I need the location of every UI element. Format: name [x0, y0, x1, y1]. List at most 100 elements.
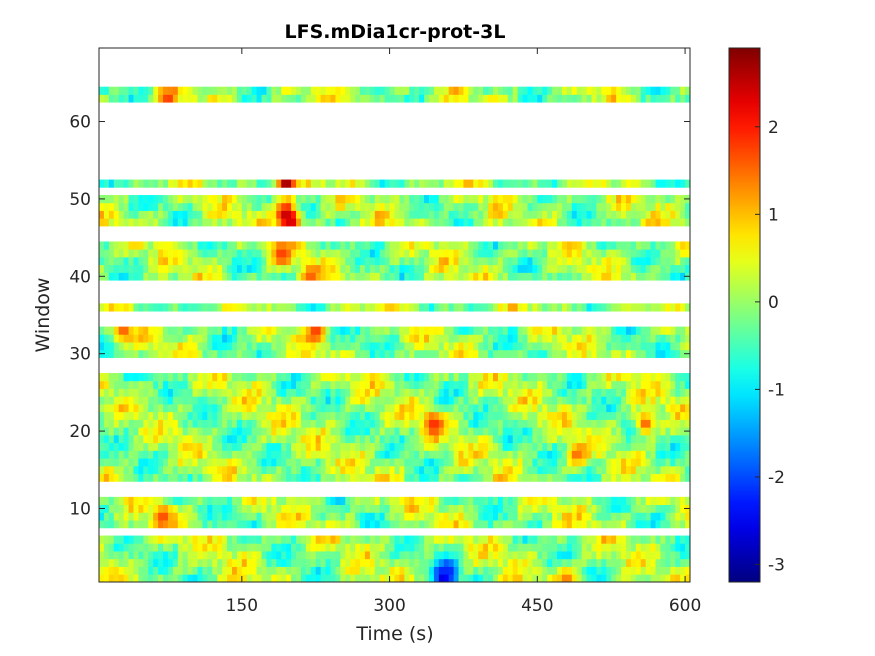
heatmap-cell	[507, 566, 514, 575]
heatmap-cell	[355, 543, 361, 552]
heatmap-cell	[374, 94, 381, 103]
heatmap-cell	[296, 380, 302, 389]
heatmap-cell	[148, 566, 154, 575]
heatmap-cell	[133, 465, 139, 475]
heatmap-cell	[305, 566, 312, 575]
heatmap-cell	[246, 195, 253, 204]
heatmap-cell	[483, 473, 489, 482]
heatmap-cell	[517, 504, 523, 513]
heatmap-cell	[222, 195, 228, 204]
heatmap-cell	[468, 496, 474, 506]
heatmap-cell	[483, 342, 489, 351]
heatmap-cell	[335, 496, 341, 506]
heatmap-cell	[99, 411, 105, 420]
heatmap-cell	[212, 94, 218, 103]
heatmap-cell	[488, 404, 494, 413]
heatmap-cell	[547, 179, 553, 188]
heatmap-cell	[197, 202, 203, 211]
heatmap-cell	[325, 94, 331, 103]
heatmap-cell	[133, 450, 139, 459]
heatmap-cell	[453, 249, 459, 258]
heatmap-cell	[650, 434, 656, 444]
heatmap-cell	[355, 473, 361, 482]
heatmap-cell	[621, 450, 627, 459]
heatmap-cell	[394, 334, 400, 343]
heatmap-cell	[325, 566, 331, 575]
heatmap-cell	[320, 396, 326, 405]
heatmap-cell	[566, 450, 573, 459]
heatmap-cell	[433, 210, 440, 219]
heatmap-cell	[182, 396, 189, 405]
heatmap-cell	[399, 210, 405, 219]
heatmap-cell	[251, 303, 258, 312]
heatmap-cell	[488, 434, 494, 444]
heatmap-cell	[335, 241, 341, 250]
heatmap-cell	[340, 303, 346, 312]
heatmap-cell	[571, 380, 578, 389]
heatmap-cell	[212, 504, 218, 513]
heatmap-cell	[364, 473, 371, 482]
heatmap-cell	[488, 551, 494, 560]
heatmap-cell	[256, 535, 262, 544]
heatmap-cell	[296, 388, 302, 397]
heatmap-cell	[581, 195, 587, 204]
heatmap-cell	[271, 264, 277, 273]
heatmap-cell	[212, 442, 218, 451]
heatmap-cell	[212, 388, 218, 397]
heatmap-cell	[236, 86, 243, 95]
heatmap-cell	[493, 404, 499, 413]
heatmap-cell	[463, 458, 469, 467]
heatmap-cell	[566, 566, 573, 575]
heatmap-cell	[532, 419, 538, 428]
heatmap-cell	[172, 334, 179, 343]
heatmap-cell	[606, 473, 612, 482]
heatmap-cell	[561, 249, 568, 258]
heatmap-cell	[424, 551, 430, 560]
heatmap-cell	[468, 202, 474, 211]
heatmap-cell	[231, 249, 238, 258]
heatmap-cell	[419, 551, 425, 560]
heatmap-cell	[158, 396, 164, 405]
heatmap-cell	[167, 179, 174, 188]
heatmap-cell	[606, 512, 612, 521]
heatmap-cell	[443, 388, 450, 397]
heatmap-cell	[231, 342, 238, 351]
heatmap-cell	[488, 179, 494, 188]
heatmap-cell	[438, 195, 445, 204]
heatmap-cell	[576, 179, 583, 188]
heatmap-cell	[517, 574, 523, 583]
heatmap-cell	[305, 574, 312, 583]
heatmap-cell	[606, 496, 612, 506]
heatmap-cell	[394, 566, 400, 575]
heatmap-cell	[192, 504, 198, 513]
heatmap-cell	[576, 342, 583, 351]
heatmap-cell	[266, 256, 272, 266]
heatmap-cell	[438, 241, 445, 250]
heatmap-cell	[212, 473, 218, 482]
heatmap-cell	[182, 249, 189, 258]
heatmap-cell	[305, 458, 312, 467]
heatmap-cell	[271, 535, 277, 544]
heatmap-cell	[645, 303, 652, 312]
heatmap-cell	[483, 551, 489, 560]
heatmap-cell	[428, 574, 435, 583]
heatmap-cell	[660, 334, 666, 343]
heatmap-cell	[453, 551, 459, 560]
heatmap-cell	[433, 256, 440, 266]
heatmap-cell	[640, 256, 647, 266]
heatmap-cell	[453, 272, 459, 281]
heatmap-cell	[108, 349, 115, 358]
heatmap-cell	[364, 249, 371, 258]
heatmap-cell	[355, 411, 361, 420]
heatmap-cell	[532, 195, 538, 204]
heatmap-cell	[630, 419, 637, 428]
heatmap-cell	[320, 520, 326, 529]
heatmap-cell	[369, 465, 376, 475]
heatmap-cell	[364, 388, 371, 397]
heatmap-cell	[404, 195, 410, 204]
heatmap-cell	[483, 442, 489, 451]
heatmap-cell	[404, 249, 410, 258]
heatmap-cell	[660, 458, 666, 467]
heatmap-cell	[148, 411, 154, 420]
heatmap-cell	[428, 396, 435, 405]
